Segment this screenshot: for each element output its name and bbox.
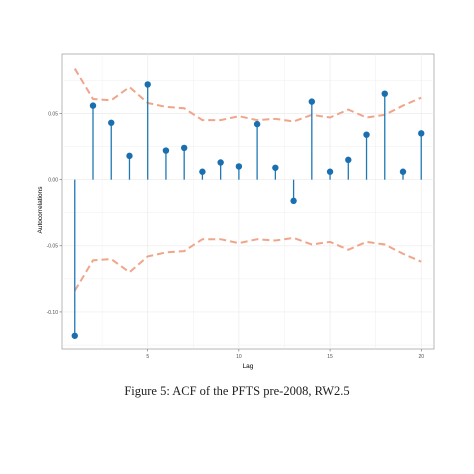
x-tick-label: 5 xyxy=(146,354,149,360)
y-tick-label: 0.00 xyxy=(48,177,58,183)
acf-point xyxy=(290,197,297,205)
acf-point xyxy=(418,130,425,137)
acf-point xyxy=(71,332,78,339)
y-tick-label: 0.05 xyxy=(48,111,58,117)
acf-point xyxy=(363,131,370,138)
acf-point xyxy=(162,147,170,154)
y-tick-label: -0.10 xyxy=(47,310,59,316)
figure-caption: Figure 5: ACF of the PFTS pre-2008, RW2.… xyxy=(124,384,350,398)
confidence-band-layer xyxy=(73,68,422,292)
acf-point xyxy=(381,90,388,97)
plot-panel xyxy=(61,53,435,350)
acf-point xyxy=(399,168,407,175)
acf-point xyxy=(126,152,133,160)
acf-point xyxy=(108,119,115,126)
acf-point xyxy=(89,102,97,109)
acf-point xyxy=(144,81,151,88)
acf-point xyxy=(217,159,224,166)
acf-point xyxy=(308,98,316,105)
tick-label-layer: 5 10 15 20 0.05 0.00 -0.05 -0.10 xyxy=(47,111,425,360)
upper-confidence-line xyxy=(73,68,422,123)
lower-confidence-line xyxy=(73,236,422,292)
stem-layer xyxy=(74,84,422,336)
point-layer xyxy=(71,81,425,339)
x-axis-title: Lag xyxy=(243,363,254,370)
x-tick-label: 15 xyxy=(327,354,333,360)
x-tick-label: 10 xyxy=(236,354,242,360)
acf-point xyxy=(199,168,206,175)
y-tick-label: -0.05 xyxy=(47,244,59,250)
acf-point xyxy=(180,144,188,152)
acf-point xyxy=(235,163,243,170)
acf-point xyxy=(345,156,352,164)
grid-layer xyxy=(62,54,434,349)
acf-point xyxy=(253,120,261,128)
x-tick-label: 20 xyxy=(418,354,424,360)
acf-point xyxy=(326,168,334,175)
y-axis-title: Autocorrelations xyxy=(37,186,44,234)
acf-point xyxy=(272,164,279,171)
